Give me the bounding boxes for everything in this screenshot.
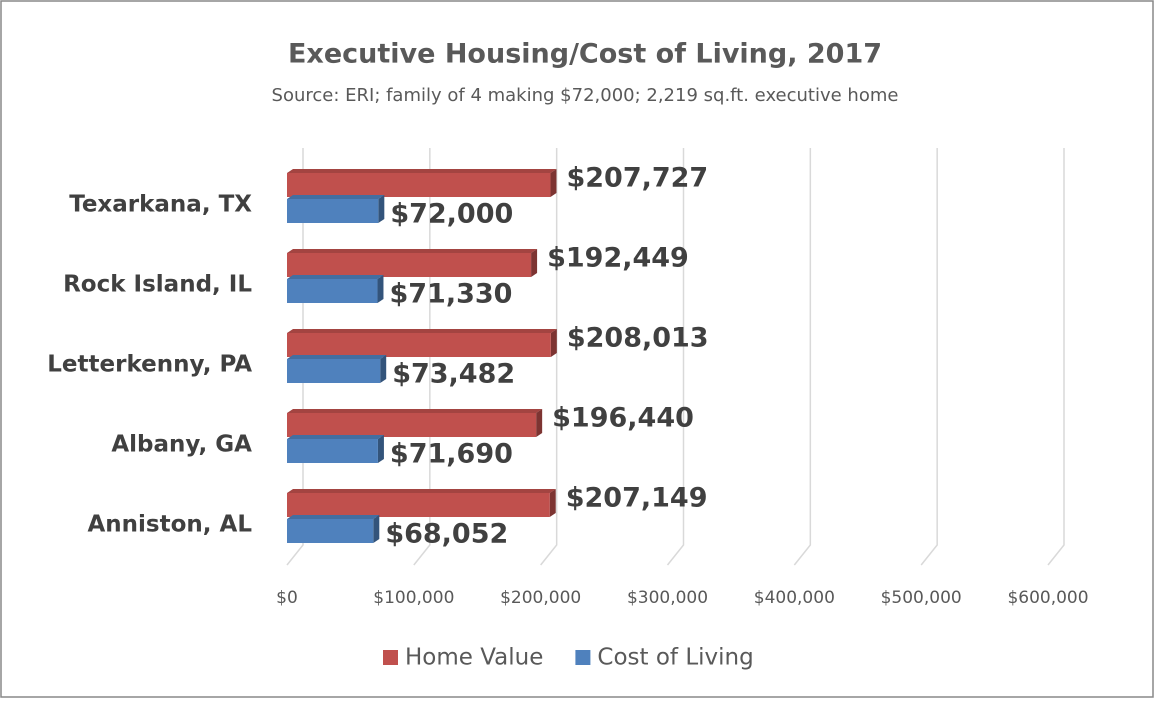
bar: [287, 199, 379, 223]
bar-top: [287, 355, 387, 359]
x-tick-label: $400,000: [754, 588, 835, 608]
x-tick-label: $500,000: [881, 588, 962, 608]
legend-label: Cost of Living: [597, 645, 753, 671]
grid-line: [413, 148, 431, 566]
x-tick-label: $300,000: [627, 588, 708, 608]
y-tick-label: Anniston, AL: [88, 512, 253, 538]
data-label: $71,330: [389, 279, 512, 310]
data-label: $71,690: [390, 439, 513, 470]
bar-side: [531, 249, 538, 277]
bar: [287, 519, 374, 543]
y-tick-label: Albany, GA: [111, 432, 252, 458]
data-label: $192,449: [547, 243, 689, 274]
bar-side: [377, 435, 384, 463]
bar: [287, 173, 551, 197]
bar-side: [550, 169, 557, 197]
y-tick-label: Rock Island, IL: [63, 272, 252, 298]
bar-side: [550, 329, 557, 357]
bar-top: [287, 515, 380, 519]
legend-swatch: [575, 650, 591, 665]
bar: [287, 333, 551, 357]
data-label: $207,727: [566, 163, 708, 194]
bar: [287, 439, 378, 463]
bar: [287, 279, 378, 303]
y-tick-label: Letterkenny, PA: [47, 352, 252, 378]
bar-side: [536, 409, 543, 437]
bar-top: [287, 435, 384, 439]
bar-side: [377, 275, 384, 303]
grid-line: [666, 148, 685, 566]
data-label: $72,000: [390, 199, 513, 230]
bar-side: [380, 355, 387, 383]
bar-top: [287, 329, 557, 333]
legend-label: Home Value: [405, 645, 543, 671]
bar-top: [287, 169, 557, 173]
bar: [287, 493, 550, 517]
grid-line: [793, 148, 812, 566]
data-label: $196,440: [552, 403, 694, 434]
bar-top: [287, 195, 385, 199]
bar: [287, 253, 532, 277]
chart-subtitle: Source: ERI; family of 4 making $72,000;…: [272, 85, 899, 106]
x-tick-label: $100,000: [373, 588, 454, 608]
chart-title: Executive Housing/Cost of Living, 2017: [288, 39, 882, 70]
data-label: $68,052: [385, 519, 508, 550]
bar-top: [287, 249, 538, 253]
bar: [287, 359, 381, 383]
bar-side: [373, 515, 380, 543]
x-tick-label: $0: [276, 588, 298, 608]
data-label: $73,482: [392, 359, 515, 390]
bar: [287, 413, 537, 437]
grid-line: [1047, 148, 1065, 566]
bar-top: [287, 489, 556, 493]
data-label: $207,149: [566, 483, 708, 514]
y-tick-label: Texarkana, TX: [69, 192, 252, 218]
x-tick-label: $200,000: [500, 588, 581, 608]
data-label: $208,013: [567, 323, 709, 354]
grid-line: [540, 148, 558, 566]
bar-side: [549, 489, 556, 517]
x-tick-label: $600,000: [1007, 588, 1088, 608]
bar-side: [378, 195, 385, 223]
grid-line: [920, 148, 938, 566]
bar-top: [287, 275, 384, 279]
legend-swatch: [383, 650, 398, 665]
bar-top: [287, 409, 543, 413]
